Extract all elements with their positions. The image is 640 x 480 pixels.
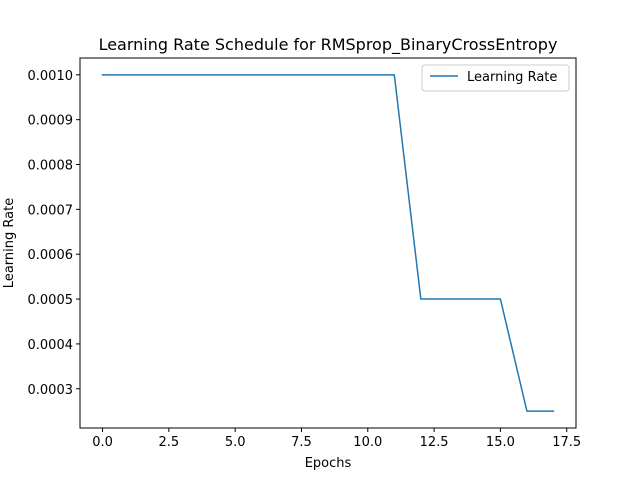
y-tick-label: 0.0006 [28, 248, 74, 263]
y-tick-label: 0.0003 [28, 383, 74, 398]
x-tick-label: 10.0 [353, 435, 382, 450]
x-tick-label: 0.0 [92, 435, 113, 450]
legend: Learning Rate [422, 65, 569, 91]
chart-title: Learning Rate Schedule for RMSprop_Binar… [99, 35, 558, 55]
legend-label: Learning Rate [467, 70, 557, 85]
y-tick-label: 0.0004 [28, 338, 74, 353]
y-tick-label: 0.0005 [28, 293, 74, 308]
y-tick-label: 0.0009 [28, 114, 74, 129]
x-tick-label: 5.0 [225, 435, 246, 450]
y-axis-label: Learning Rate [2, 198, 17, 288]
y-tick-label: 0.0007 [28, 203, 74, 218]
x-tick-label: 12.5 [420, 435, 449, 450]
x-axis-label: Epochs [305, 456, 352, 471]
x-tick-label: 15.0 [486, 435, 515, 450]
x-tick-label: 7.5 [291, 435, 312, 450]
y-tick-label: 0.0010 [28, 69, 74, 84]
x-tick-label: 17.5 [552, 435, 581, 450]
y-tick-label: 0.0008 [28, 159, 74, 174]
x-tick-label: 2.5 [159, 435, 180, 450]
